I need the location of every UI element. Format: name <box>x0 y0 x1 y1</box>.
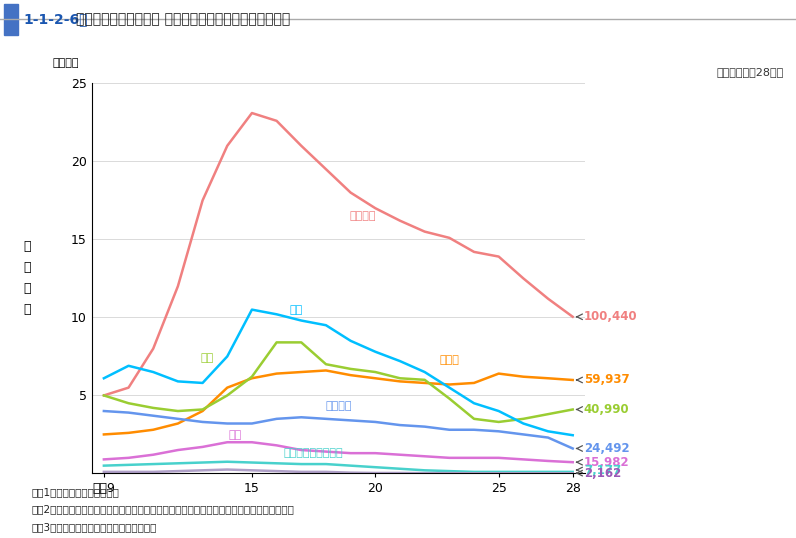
Text: 7,177: 7,177 <box>583 464 621 477</box>
Text: 刑法犯（窃盗を除く） 認知件数の推移（罪名・罪種別）: 刑法犯（窃盗を除く） 認知件数の推移（罪名・罪種別） <box>76 12 290 26</box>
Text: 2,162: 2,162 <box>583 466 621 480</box>
Text: 59,937: 59,937 <box>583 373 630 386</box>
Text: 3　「横領」は，遺失物等横領を含む。: 3 「横領」は，遺失物等横領を含む。 <box>32 522 158 533</box>
Text: 横領: 横領 <box>290 305 303 315</box>
Text: 恐喝: 恐喝 <box>228 430 241 440</box>
Text: 住居侵入: 住居侵入 <box>325 401 352 412</box>
Text: 100,440: 100,440 <box>583 310 638 323</box>
Text: 注　1　警察庁の統計による。: 注 1 警察庁の統計による。 <box>32 487 119 497</box>
Text: 詐欺: 詐欺 <box>201 353 214 363</box>
Text: （平成９年～28年）: （平成９年～28年） <box>717 67 784 76</box>
Polygon shape <box>4 4 18 35</box>
Text: 器物損壊: 器物損壊 <box>349 211 377 221</box>
Text: 40,990: 40,990 <box>583 403 630 416</box>
Text: 認
知
件
数: 認 知 件 数 <box>24 240 31 316</box>
Text: 15,982: 15,982 <box>583 456 630 469</box>
Text: 24,492: 24,492 <box>583 442 630 455</box>
Text: 2　「粗暴犯」は，傷害，暴行，脅迫，凶器準備集合及び暴力行為等処罰法違反をいう。: 2 「粗暴犯」は，傷害，暴行，脅迫，凶器準備集合及び暴力行為等処罰法違反をいう。 <box>32 505 295 515</box>
Text: （万件）: （万件） <box>52 58 79 68</box>
Text: 強姦・強制わいせつ: 強姦・強制わいせつ <box>284 448 343 458</box>
Text: 1-1-2-6図: 1-1-2-6図 <box>24 12 88 26</box>
Text: 粗暴犯: 粗暴犯 <box>439 355 459 365</box>
